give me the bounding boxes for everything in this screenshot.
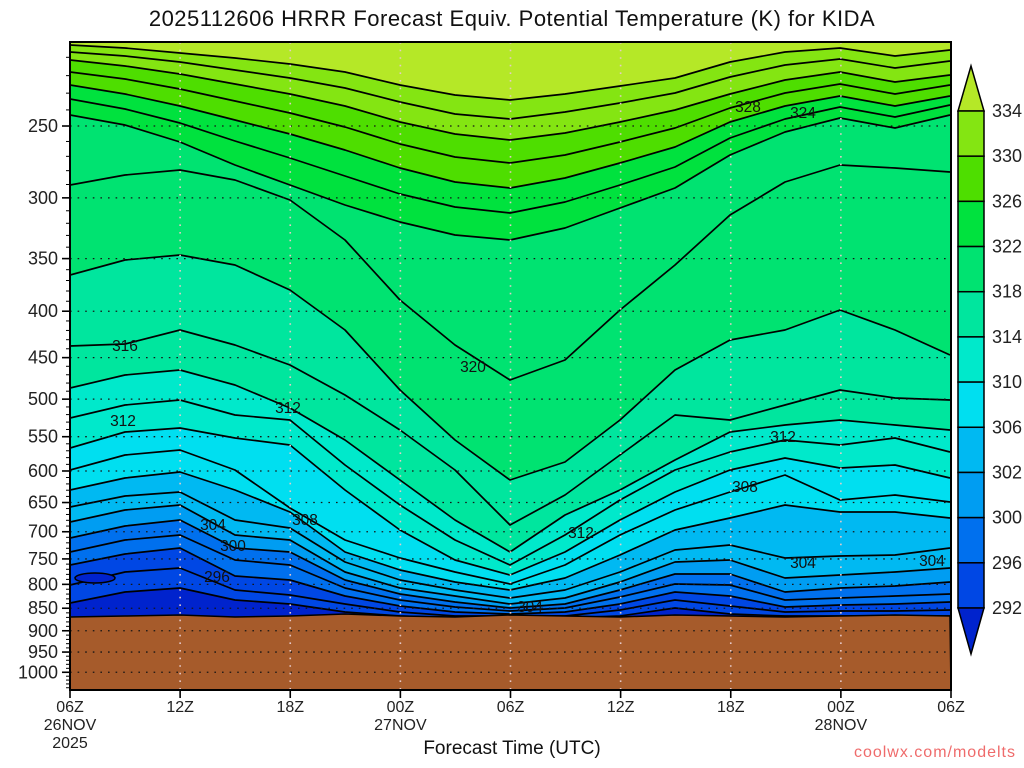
chart-text: 312	[568, 525, 594, 542]
chart-text: 700	[28, 522, 58, 542]
chart-text: 316	[112, 338, 138, 355]
chart-text: 296	[204, 569, 230, 586]
chart-text: 28NOV	[815, 717, 868, 734]
chart-text: 12Z	[166, 699, 194, 716]
colorbar: 334 330 326 322 318 314 310 306 302 300 296 292	[957, 63, 1022, 657]
chart-text: 304	[200, 517, 226, 534]
chart-text: 06Z	[56, 699, 84, 716]
chart-text: 308	[732, 479, 758, 496]
chart-text: 900	[28, 621, 58, 641]
chart-text: 300	[28, 188, 58, 208]
chart-text: 318	[992, 282, 1022, 302]
chart-text: 350	[28, 249, 58, 269]
chart-text: 2025	[52, 735, 88, 752]
watermark-text: coolwx.com/modelts	[853, 744, 1016, 761]
chart-text: 250	[28, 116, 58, 136]
chart-text: 302	[992, 462, 1022, 482]
chart-text: 304	[517, 599, 543, 616]
contour-line	[70, 59, 951, 141]
chart-text: 06Z	[497, 699, 525, 716]
chart-text: 296	[992, 553, 1022, 573]
chart-text: 18Z	[717, 699, 745, 716]
chart-text: 304	[790, 555, 816, 572]
chart-text: 310	[992, 372, 1022, 392]
chart-text: 312	[110, 413, 136, 430]
chart-text: 550	[28, 427, 58, 447]
contour-line	[70, 98, 951, 214]
contour-line	[70, 164, 951, 381]
chart-text: 27NOV	[374, 717, 427, 734]
chart-text: 314	[992, 327, 1022, 347]
closed-contour-lens	[74, 572, 116, 584]
chart-text: 322	[992, 237, 1022, 257]
chart-text: 750	[28, 549, 58, 569]
chart-text: 06Z	[937, 699, 965, 716]
y-axis: 250 300 350 400 450 500 550 600 650 700 750 800 850 9…	[18, 56, 70, 689]
chart-text: 500	[28, 389, 58, 409]
chart-text: 292	[992, 598, 1022, 618]
contour-line	[70, 504, 951, 605]
plot-area: 328 324 320 316 312 312 312 312 308 308 304 304 304 3…	[70, 42, 951, 690]
chart-text: 18Z	[276, 699, 304, 716]
chart-text: 300	[220, 538, 246, 555]
chart-text: 326	[992, 191, 1022, 211]
chart-text: 950	[28, 642, 58, 662]
chart-text: 306	[992, 417, 1022, 437]
contour-line	[70, 329, 951, 526]
chart-text: 00Z	[387, 699, 415, 716]
chart-text: 312	[770, 429, 796, 446]
chart-text: 324	[790, 105, 816, 122]
chart-text: 1000	[18, 662, 58, 682]
chart-text: 26NOV	[44, 717, 97, 734]
chart-text: 450	[28, 348, 58, 368]
chart-text: 800	[28, 574, 58, 594]
contour-labels: 328 324 320 316 312 312 312 312 308 308 304 304 304 3…	[110, 99, 945, 616]
contour-line	[70, 547, 951, 615]
contour-line	[70, 44, 951, 101]
grid	[70, 42, 951, 690]
chart-text: 00Z	[827, 699, 855, 716]
chart-text: 320	[460, 359, 486, 376]
contour-line	[70, 399, 951, 566]
chart-text: 304	[919, 553, 945, 570]
chart-text: 308	[292, 512, 318, 529]
contour-line	[70, 254, 951, 481]
chart-text: 312	[275, 400, 301, 417]
chart-text: 334	[992, 101, 1022, 121]
chart-title: 2025112606 HRRR Forecast Equiv. Potentia…	[148, 6, 876, 31]
chart-text: 330	[992, 146, 1022, 166]
chart-text: 12Z	[607, 699, 635, 716]
contour-line	[70, 449, 951, 585]
contour-line	[70, 519, 951, 609]
chart-text: 300	[992, 508, 1022, 528]
below-ground-mask	[70, 613, 951, 690]
chart-text: 650	[28, 493, 58, 513]
chart-text: 850	[28, 598, 58, 618]
chart-text: 400	[28, 301, 58, 321]
contour-line	[70, 534, 951, 612]
chart-text: 328	[735, 99, 761, 116]
contour-line	[70, 71, 951, 164]
x-axis-title: Forecast Time (UTC)	[423, 738, 601, 759]
chart-text: 600	[28, 461, 58, 481]
